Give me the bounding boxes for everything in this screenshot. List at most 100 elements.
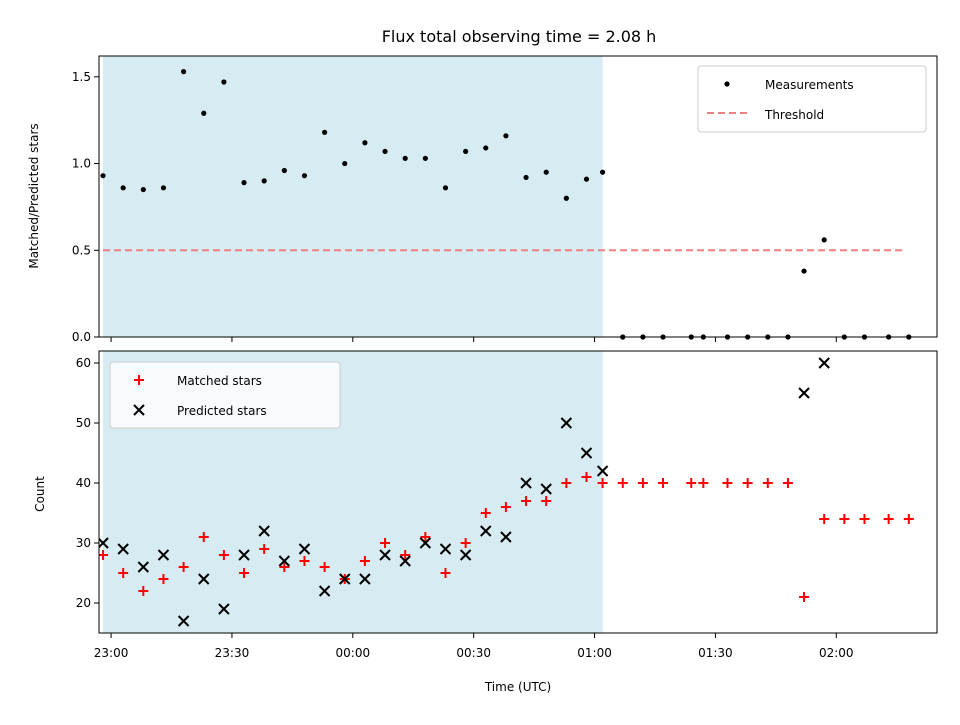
measurement-point <box>342 160 348 167</box>
predicted-star-point <box>99 537 109 549</box>
x-stroke-b <box>238 549 250 561</box>
measurement-point <box>543 169 549 175</box>
measurement-point <box>181 69 187 75</box>
predicted-star-point <box>198 573 210 585</box>
measurement-point <box>422 155 428 161</box>
bottom-y-tick-label: 40 <box>76 476 91 490</box>
predicted-star-point <box>399 555 411 567</box>
legend-matched-label: Matched stars <box>177 374 262 388</box>
top-legend: Measurements Threshold <box>697 65 927 133</box>
matched-star-point <box>359 556 370 566</box>
measurement-point <box>583 176 590 182</box>
matched-star-point <box>742 478 753 488</box>
predicted-star-point <box>218 603 230 615</box>
x-stroke-b <box>818 357 830 369</box>
x-stroke-b <box>298 543 311 555</box>
legend-measurements-marker <box>724 81 730 87</box>
matched-star-point <box>299 556 310 566</box>
x-stroke-b <box>419 537 432 549</box>
predicted-star-point <box>439 543 452 555</box>
matched-star-point <box>521 496 532 506</box>
x-stroke-b <box>399 555 411 567</box>
measurement-point <box>503 133 509 139</box>
matched-star-point <box>279 562 290 572</box>
x-stroke-b <box>459 549 472 561</box>
measurement-point <box>523 174 529 181</box>
matched-star-point <box>319 562 330 572</box>
predicted-star-point <box>480 525 492 537</box>
matched-star-point <box>158 574 169 584</box>
matched-star-point <box>118 568 129 578</box>
predicted-star-point <box>157 549 170 561</box>
bottom-y-axis-label: Count <box>33 476 47 512</box>
x-axis-label: Time (UTC) <box>484 680 551 694</box>
predicted-star-point <box>258 525 270 537</box>
x-stroke-b <box>218 603 230 615</box>
bottom-panel: 20 30 40 50 60 23:00 23:30 00:00 00:30 01:00 01:30… <box>76 350 938 660</box>
measurement-point <box>241 180 247 186</box>
matched-star-point <box>686 478 697 488</box>
measurement-point <box>261 178 267 184</box>
predicted-star-point <box>318 585 331 597</box>
x-stroke-b <box>318 585 331 597</box>
x-tick-label: 01:00 <box>577 646 612 660</box>
bottom-y-tick-label: 30 <box>76 536 91 550</box>
matched-star-point <box>819 514 830 524</box>
x-stroke-b <box>278 555 291 567</box>
matched-star-point <box>239 568 250 578</box>
measurement-point <box>100 173 106 179</box>
predicted-star-point <box>798 387 810 399</box>
predicted-star-point <box>177 615 190 627</box>
matched-star-point <box>581 472 592 482</box>
matched-star-point <box>198 532 209 542</box>
matched-star-point <box>380 538 391 548</box>
measurement-point <box>301 173 308 179</box>
x-stroke-b <box>580 447 593 459</box>
top-panel: 0.0 0.5 1.0 1.5 <box>72 55 938 344</box>
x-stroke-b <box>157 549 170 561</box>
legend-measurements-label: Measurements <box>765 78 854 92</box>
legend-predicted-marker <box>133 404 145 416</box>
matched-star-point <box>440 568 451 578</box>
predicted-star-point <box>419 537 432 549</box>
x-stroke-b <box>339 573 351 585</box>
x-stroke-b <box>379 549 391 561</box>
x-stroke-b <box>798 387 810 399</box>
measurement-point <box>221 79 227 85</box>
top-legend-box <box>697 65 927 133</box>
measurement-point <box>382 148 388 155</box>
top-y-tick-label: 1.0 <box>72 157 91 171</box>
predicted-star-point <box>500 531 512 543</box>
x-tick-label: 23:00 <box>94 646 129 660</box>
matched-star-point <box>541 496 552 506</box>
predicted-star-point <box>379 549 391 561</box>
predicted-star-point <box>359 573 371 585</box>
chart-title: Flux total observing time = 2.08 h <box>382 27 657 46</box>
matched-star-point <box>178 562 189 572</box>
matched-star-point <box>903 514 914 524</box>
matched-star-point <box>400 550 411 560</box>
predicted-star-point <box>339 573 351 585</box>
predicted-star-point <box>459 549 472 561</box>
top-observing-span <box>103 56 603 337</box>
measurement-point <box>201 110 207 116</box>
matched-star-point <box>617 478 628 488</box>
bottom-axes-frame <box>98 350 938 634</box>
x-stroke-b <box>480 525 492 537</box>
matched-star-point <box>561 478 572 488</box>
predicted-star-point <box>540 483 552 495</box>
measurement-point <box>140 186 146 193</box>
x-tick-label: 00:30 <box>456 646 491 660</box>
measurement-point <box>463 148 469 155</box>
predicted-star-point <box>137 561 150 573</box>
measurement-point <box>821 237 827 243</box>
bottom-y-tick-label: 50 <box>76 416 91 430</box>
x-tick-label: 23:30 <box>215 646 250 660</box>
measurement-point <box>362 140 368 146</box>
bottom-y-tick-label: 60 <box>76 356 91 370</box>
predicted-star-point <box>117 543 129 555</box>
matched-star-point <box>782 478 793 488</box>
measurement-point <box>322 129 328 135</box>
measurement-point <box>563 195 569 201</box>
predicted-star-point <box>520 477 532 489</box>
